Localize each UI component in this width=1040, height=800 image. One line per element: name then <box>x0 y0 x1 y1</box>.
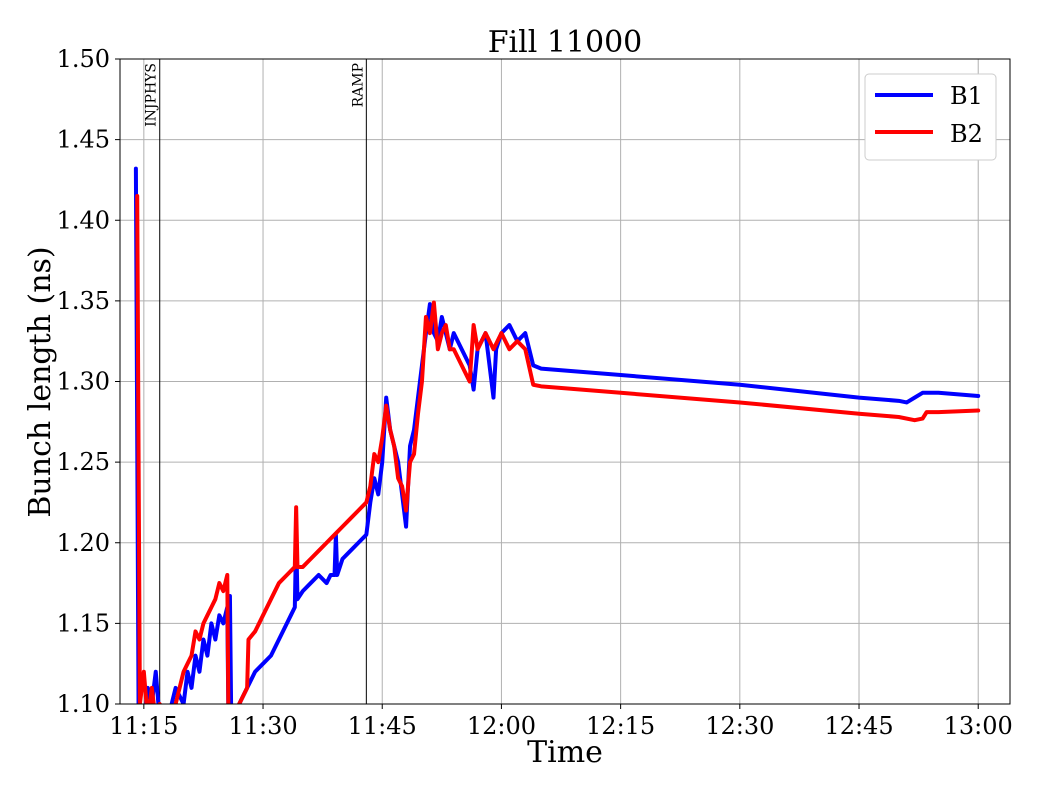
event-markers: INJPHYS RAMP <box>144 59 367 704</box>
x-tick-label: 13:00 <box>944 712 1013 740</box>
x-tick-label: 12:45 <box>824 712 893 740</box>
y-tick-label: 1.30 <box>57 368 110 396</box>
y-tick-label: 1.20 <box>57 529 110 557</box>
event-marker-label: INJPHYS <box>144 63 160 127</box>
x-axis-title: Time <box>527 735 603 770</box>
x-tick-label: 12:00 <box>467 712 536 740</box>
y-tick-label: 1.35 <box>57 287 110 315</box>
x-tick-label: 11:45 <box>348 712 417 740</box>
x-tick-label: 11:15 <box>109 712 178 740</box>
x-axis-ticks: 11:15 11:30 11:45 12:00 12:15 12:30 12:45 13:00 <box>109 704 1013 740</box>
y-tick-label: 1.40 <box>57 206 110 234</box>
event-marker-label: RAMP <box>350 63 366 107</box>
y-tick-label: 1.25 <box>57 448 110 476</box>
y-tick-label: 1.10 <box>57 690 110 718</box>
y-axis-title: Bunch length (ns) <box>23 246 58 517</box>
series-lines <box>133 166 981 704</box>
y-axis-ticks: 1.10 1.15 1.20 1.25 1.30 1.35 1.40 1.45 1.50 <box>57 45 120 718</box>
legend-label-b1: B1 <box>950 82 983 110</box>
y-tick-label: 1.45 <box>57 126 110 154</box>
y-tick-label: 1.15 <box>57 609 110 637</box>
x-tick-label: 11:30 <box>228 712 297 740</box>
series-line-b2 <box>135 194 981 704</box>
legend: B1 B2 <box>864 73 997 161</box>
x-tick-label: 12:15 <box>586 712 655 740</box>
x-tick-label: 12:30 <box>705 712 774 740</box>
chart-title: Fill 11000 <box>488 25 643 60</box>
series-line-b1 <box>133 166 981 704</box>
legend-label-b2: B2 <box>950 120 983 148</box>
y-tick-label: 1.50 <box>57 45 110 73</box>
